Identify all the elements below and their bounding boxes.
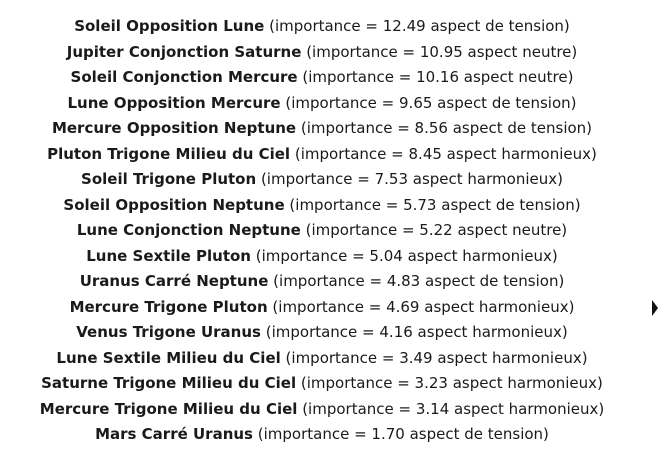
aspect-name: Mars Carré Uranus bbox=[95, 425, 253, 443]
aspect-row: Soleil Opposition Lune (importance = 12.… bbox=[0, 14, 644, 40]
aspect-row: Mars Carré Uranus (importance = 1.70 asp… bbox=[0, 422, 644, 448]
aspect-detail: (importance = 10.95 aspect neutre) bbox=[306, 42, 578, 61]
aspect-row: Venus Trigone Uranus (importance = 4.16 … bbox=[0, 320, 644, 346]
aspect-row: Mercure Trigone Pluton (importance = 4.6… bbox=[0, 295, 644, 321]
aspect-list: Soleil Opposition Lune (importance = 12.… bbox=[0, 14, 644, 448]
aspect-name: Venus Trigone Uranus bbox=[76, 323, 261, 341]
aspect-row: Saturne Trigone Milieu du Ciel (importan… bbox=[0, 371, 644, 397]
aspect-detail: (importance = 8.56 aspect de tension) bbox=[300, 119, 593, 137]
aspect-name: Uranus Carré Neptune bbox=[79, 272, 269, 290]
aspect-name: Lune Opposition Mercure bbox=[67, 93, 281, 112]
aspect-name: Lune Conjonction Neptune bbox=[76, 221, 301, 239]
aspect-row: Pluton Trigone Milieu du Ciel (importanc… bbox=[0, 142, 644, 168]
aspect-row: Soleil Conjonction Mercure (importance =… bbox=[0, 65, 644, 91]
aspect-detail: (importance = 3.49 aspect harmonieux) bbox=[285, 348, 588, 367]
aspect-name: Soleil Opposition Lune bbox=[74, 17, 265, 35]
aspect-detail: (importance = 10.16 aspect neutre) bbox=[302, 68, 574, 86]
aspect-detail: (importance = 4.16 aspect harmonieux) bbox=[265, 323, 568, 341]
aspect-name: Soleil Opposition Neptune bbox=[63, 195, 285, 214]
aspect-row: Mercure Trigone Milieu du Ciel (importan… bbox=[0, 397, 644, 423]
aspect-name: Lune Sextile Pluton bbox=[86, 246, 251, 265]
aspect-name: Lune Sextile Milieu du Ciel bbox=[56, 348, 281, 367]
aspect-row: Soleil Trigone Pluton (importance = 7.53… bbox=[0, 167, 644, 193]
aspect-name: Pluton Trigone Milieu du Ciel bbox=[47, 144, 291, 163]
aspect-row: Lune Sextile Pluton (importance = 5.04 a… bbox=[0, 244, 644, 270]
aspect-detail: (importance = 9.65 aspect de tension) bbox=[285, 93, 577, 112]
aspect-row: Jupiter Conjonction Saturne (importance … bbox=[0, 40, 644, 66]
aspect-detail: (importance = 12.49 aspect de tension) bbox=[269, 17, 570, 35]
aspect-name: Mercure Trigone Pluton bbox=[69, 297, 268, 316]
aspect-detail: (importance = 4.69 aspect harmonieux) bbox=[272, 297, 575, 316]
caret-right-icon[interactable] bbox=[652, 300, 658, 316]
aspect-detail: (importance = 7.53 aspect harmonieux) bbox=[260, 170, 563, 188]
aspect-detail: (importance = 8.45 aspect harmonieux) bbox=[294, 144, 597, 163]
aspect-detail: (importance = 4.83 aspect de tension) bbox=[273, 272, 565, 290]
aspect-name: Saturne Trigone Milieu du Ciel bbox=[41, 374, 297, 392]
aspect-detail: (importance = 1.70 aspect de tension) bbox=[257, 425, 549, 443]
aspect-detail: (importance = 5.04 aspect harmonieux) bbox=[255, 246, 558, 265]
aspect-name: Soleil Trigone Pluton bbox=[81, 170, 257, 188]
aspect-detail: (importance = 3.23 aspect harmonieux) bbox=[300, 374, 603, 392]
aspect-row: Lune Sextile Milieu du Ciel (importance … bbox=[0, 346, 644, 372]
aspect-row: Mercure Opposition Neptune (importance =… bbox=[0, 116, 644, 142]
aspect-row: Soleil Opposition Neptune (importance = … bbox=[0, 193, 644, 219]
aspect-name: Mercure Opposition Neptune bbox=[51, 119, 297, 137]
aspect-detail: (importance = 5.73 aspect de tension) bbox=[289, 195, 581, 214]
aspect-detail: (importance = 5.22 aspect neutre) bbox=[305, 221, 568, 239]
aspect-row: Lune Opposition Mercure (importance = 9.… bbox=[0, 91, 644, 117]
aspect-name: Mercure Trigone Milieu du Ciel bbox=[39, 399, 298, 418]
aspect-row: Uranus Carré Neptune (importance = 4.83 … bbox=[0, 269, 644, 295]
aspect-name: Soleil Conjonction Mercure bbox=[70, 68, 298, 86]
aspect-name: Jupiter Conjonction Saturne bbox=[66, 42, 302, 61]
aspect-detail: (importance = 3.14 aspect harmonieux) bbox=[302, 399, 605, 418]
aspect-row: Lune Conjonction Neptune (importance = 5… bbox=[0, 218, 644, 244]
